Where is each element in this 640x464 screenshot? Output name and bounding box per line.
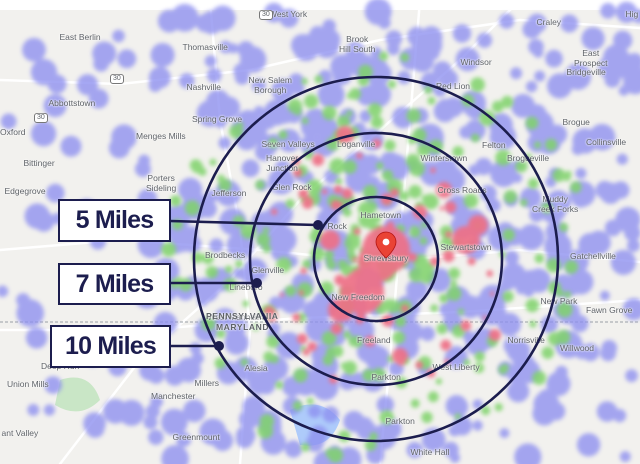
place-label: Glenville [251, 265, 285, 275]
label-5-miles[interactable]: 5 Miles [58, 199, 171, 242]
place-label: Seven Valleys [261, 139, 315, 149]
place-label: Bittinger [23, 158, 55, 168]
place-label: Thomasville [182, 42, 228, 52]
place-label: Jefferson [211, 188, 247, 198]
place-label: Union Mills [7, 379, 49, 389]
place-label: Rock [327, 221, 347, 231]
route-shield: 30 [34, 113, 48, 123]
place-label: West Manheim [207, 312, 265, 322]
place-label: Windsor [460, 57, 492, 67]
place-label: East Prospect [574, 48, 608, 68]
place-label: Greenmount [172, 432, 220, 442]
place-label: Collinsville [586, 137, 627, 147]
ring-7-miles [248, 131, 504, 387]
place-label: Spring Grove [192, 114, 243, 124]
place-label: White Hall [410, 447, 450, 457]
place-label: Fawn Grove [586, 305, 633, 315]
place-label: Hig [625, 9, 639, 19]
state-label-maryland: MARYLAND [216, 322, 270, 332]
place-label: East Berlin [59, 32, 101, 42]
place-label: Loganville [337, 139, 376, 149]
place-label: Bridgeville [566, 67, 606, 77]
label-10-miles[interactable]: 10 Miles [50, 325, 171, 368]
ring-10-miles [192, 75, 560, 443]
route-shield: 30 [110, 74, 124, 84]
park-area [55, 377, 100, 412]
place-label: Muddy Creek Forks [532, 194, 579, 214]
place-label: Millers [194, 378, 220, 388]
place-label: Gatchellville [570, 251, 616, 261]
place-label: New Freedom [331, 292, 385, 302]
place-label: Abbottstown [48, 98, 96, 108]
place-label: Hanover Junction [266, 153, 299, 173]
ring-5-miles [312, 195, 440, 323]
route-shield: 30 [259, 10, 273, 20]
place-label: Menges Mills [136, 131, 186, 141]
place-label: Nashville [186, 82, 222, 92]
place-label: Red Lion [436, 81, 471, 91]
place-label: New Salem Borough [248, 75, 292, 95]
place-label: Glen Rock [272, 182, 312, 192]
place-label: ant Valley [1, 428, 39, 438]
place-label: Edgegrove [4, 186, 46, 196]
place-label: Parkton [371, 372, 401, 382]
place-label: Parkton [385, 416, 415, 426]
place-label: Lineboro [229, 282, 263, 292]
connector-dot-5-miles [313, 220, 323, 230]
place-label: Cross Roads [437, 185, 487, 195]
connector-5-miles [169, 219, 318, 227]
place-label: Brodbecks [205, 250, 246, 260]
state-label-pennsylvania: PENNSYLVANIA [206, 311, 279, 321]
place-label: Oxford [0, 127, 26, 137]
place-label: Felton [482, 140, 506, 150]
connector-dot-10-miles [214, 341, 224, 351]
place-label: Alesia [244, 363, 268, 373]
top-strip [0, 0, 640, 10]
place-label: Porters Sideling [146, 173, 177, 193]
place-label: Stewartstown [440, 242, 492, 252]
place-label: Manchester [151, 391, 196, 401]
place-label: West York [269, 9, 308, 19]
place-label: Brook Hill South [339, 34, 376, 54]
place-label: Freeland [357, 335, 391, 345]
place-label: Norrisville [507, 335, 545, 345]
label-7-miles[interactable]: 7 Miles [58, 263, 171, 305]
place-label: Craley [536, 17, 562, 27]
place-label: Hametown [360, 210, 402, 220]
connector-dot-7-miles [252, 278, 262, 288]
location-pin-icon[interactable] [375, 231, 397, 259]
place-label: Winterstown [420, 153, 468, 163]
place-label: Willwood [560, 343, 595, 353]
place-label: New Park [540, 296, 578, 306]
place-label: Brogue [562, 117, 590, 127]
